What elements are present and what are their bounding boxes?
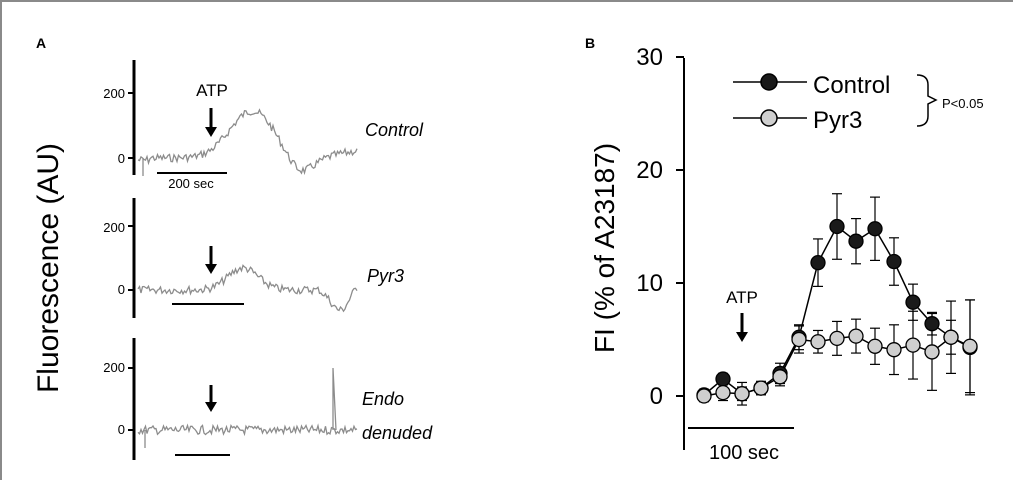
significance-label: P<0.05 bbox=[942, 96, 984, 111]
panel-b-ytick-label-30: 30 bbox=[636, 44, 663, 71]
legend-marker-control bbox=[760, 73, 778, 91]
panel-a-ylabel: Fluorescence (AU) bbox=[32, 143, 65, 393]
control-point-11 bbox=[905, 294, 921, 310]
pyr3-point-8 bbox=[848, 328, 864, 344]
trace-1-name: Control bbox=[365, 120, 424, 140]
control-point-1 bbox=[715, 371, 731, 387]
trace-3-tick-200: 200 bbox=[103, 360, 125, 375]
trace-2-signal bbox=[137, 264, 358, 313]
pyr3-point-6 bbox=[810, 334, 826, 350]
trace-1-scalebar-label: 200 sec bbox=[168, 176, 214, 191]
control-point-8 bbox=[848, 233, 864, 249]
trace-3-atp-arrow-head bbox=[205, 402, 217, 412]
significance-bracket bbox=[916, 74, 938, 127]
legend-label-pyr3: Pyr3 bbox=[813, 107, 862, 134]
pyr3-point-10 bbox=[886, 342, 902, 358]
panel-b-atp-label: ATP bbox=[726, 288, 758, 307]
pyr3-point-9 bbox=[867, 338, 883, 354]
trace-3-tick-0: 0 bbox=[118, 422, 125, 437]
panel-b-ylabel: FI (% of A23187) bbox=[589, 143, 620, 353]
pyr3-point-11 bbox=[905, 337, 921, 353]
panel-a-label: A bbox=[36, 35, 46, 51]
pyr3-point-1 bbox=[715, 384, 731, 401]
trace-1-atp-arrow-head bbox=[205, 127, 217, 137]
panel-b-label: B bbox=[585, 35, 595, 51]
pyr3-point-4 bbox=[772, 369, 788, 385]
pyr3-point-7 bbox=[829, 330, 845, 347]
control-point-10 bbox=[886, 253, 902, 270]
legend-label-control: Control bbox=[813, 72, 890, 99]
control-point-9 bbox=[867, 221, 883, 237]
trace-2-atp-arrow-head bbox=[205, 264, 217, 274]
trace-1-tick-0: 0 bbox=[118, 151, 125, 166]
pyr3-point-0 bbox=[696, 388, 712, 404]
pyr3-point-13 bbox=[943, 329, 959, 345]
trace-3-signal bbox=[137, 367, 358, 448]
pyr3-point-5 bbox=[791, 331, 807, 348]
trace-1-atp-label: ATP bbox=[196, 81, 228, 100]
trace-3-name-line-2: denuded bbox=[362, 423, 433, 443]
panel-b-atp-arrow-head bbox=[736, 332, 748, 342]
trace-2-tick-200: 200 bbox=[103, 220, 125, 235]
trace-2-name: Pyr3 bbox=[367, 266, 404, 286]
panel-b-ytick-label-10: 10 bbox=[636, 270, 663, 297]
control-point-6 bbox=[810, 255, 826, 271]
pyr3-point-12 bbox=[924, 344, 940, 360]
pyr3-point-2 bbox=[734, 386, 750, 402]
panel-b-ytick-label-20: 20 bbox=[636, 157, 663, 184]
pyr3-point-3 bbox=[753, 380, 769, 396]
control-point-7 bbox=[829, 218, 845, 235]
trace-2-tick-0: 0 bbox=[118, 282, 125, 297]
pyr3-point-14 bbox=[962, 338, 978, 354]
panel-b-ytick-label-0: 0 bbox=[650, 383, 663, 410]
panel-b-scalebar-label: 100 sec bbox=[709, 442, 779, 464]
trace-1-tick-200: 200 bbox=[103, 86, 125, 101]
trace-3-name-line-1: Endo bbox=[362, 389, 404, 409]
legend-marker-pyr3 bbox=[760, 109, 778, 127]
control-point-12 bbox=[924, 316, 940, 332]
trace-1-signal bbox=[137, 108, 358, 176]
